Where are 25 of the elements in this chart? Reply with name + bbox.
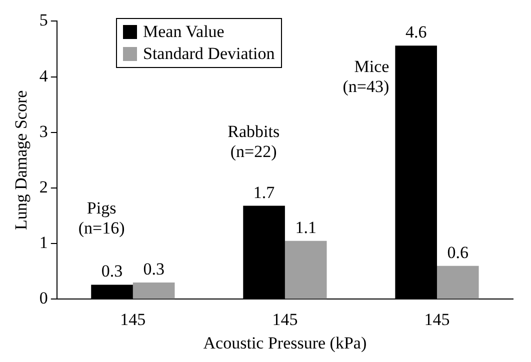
data-label: 0.3 (143, 259, 164, 278)
x-axis-title: Acoustic Pressure (kPa) (203, 333, 367, 352)
data-label: 1.1 (295, 218, 316, 237)
data-label: 4.6 (405, 22, 427, 42)
y-tick-label: 1 (39, 233, 48, 252)
data-label: 0.6 (447, 242, 469, 262)
y-tick-label: 5 (39, 10, 48, 30)
bar (284, 240, 327, 299)
bar (132, 282, 175, 299)
y-tick-label: 0 (39, 288, 48, 308)
x-tick-label: 145 (120, 310, 146, 329)
annotation: Rabbits (n=22) (228, 122, 280, 161)
annotation: Pigs (n=16) (78, 198, 125, 238)
y-tick-label: 3 (39, 122, 48, 141)
y-tick-label: 4 (39, 66, 48, 86)
x-tick-label: 145 (424, 310, 450, 329)
data-label: 1.7 (253, 182, 276, 202)
annotation: Mice (n=43) (342, 57, 390, 96)
legend-label: Standard Deviation (143, 43, 275, 65)
legend-label: Mean Value (143, 21, 224, 43)
bar (436, 266, 479, 299)
x-tick-label: 145 (272, 310, 298, 329)
y-axis-title: Lung Damage Score (12, 90, 31, 230)
data-label: 0.3 (101, 262, 123, 281)
y-tick-label: 2 (39, 177, 48, 196)
